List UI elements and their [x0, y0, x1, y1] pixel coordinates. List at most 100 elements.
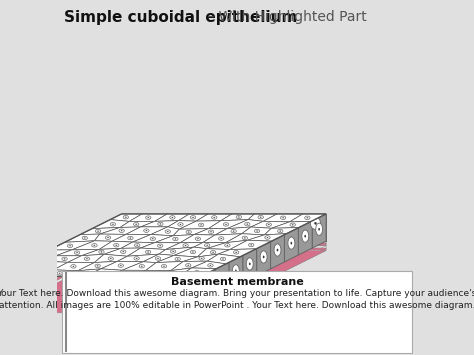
Polygon shape	[271, 235, 284, 269]
Ellipse shape	[219, 237, 224, 240]
Ellipse shape	[227, 245, 228, 246]
Polygon shape	[179, 221, 221, 229]
Ellipse shape	[95, 229, 101, 233]
Ellipse shape	[62, 257, 67, 261]
Ellipse shape	[146, 250, 151, 254]
Ellipse shape	[57, 272, 63, 275]
Ellipse shape	[194, 271, 200, 274]
Polygon shape	[256, 242, 271, 276]
Ellipse shape	[199, 257, 204, 260]
Polygon shape	[121, 214, 144, 241]
Polygon shape	[94, 234, 126, 241]
Ellipse shape	[157, 244, 163, 247]
Polygon shape	[72, 241, 112, 250]
Polygon shape	[272, 222, 311, 228]
Ellipse shape	[134, 223, 139, 226]
Ellipse shape	[135, 244, 140, 247]
Ellipse shape	[137, 245, 138, 246]
Ellipse shape	[70, 245, 71, 246]
Ellipse shape	[108, 257, 113, 260]
Ellipse shape	[80, 271, 85, 275]
Ellipse shape	[155, 222, 157, 224]
Polygon shape	[121, 242, 155, 248]
Polygon shape	[41, 270, 78, 276]
Polygon shape	[194, 242, 226, 248]
Ellipse shape	[53, 252, 54, 253]
Ellipse shape	[172, 217, 173, 218]
Polygon shape	[201, 248, 326, 313]
Polygon shape	[235, 214, 258, 241]
Ellipse shape	[82, 236, 88, 240]
Ellipse shape	[208, 284, 209, 286]
Ellipse shape	[128, 217, 139, 229]
Ellipse shape	[49, 264, 54, 268]
Ellipse shape	[151, 273, 152, 274]
Ellipse shape	[136, 258, 137, 259]
Ellipse shape	[175, 257, 181, 261]
Ellipse shape	[207, 245, 208, 246]
Ellipse shape	[234, 251, 239, 254]
Polygon shape	[173, 229, 209, 236]
Polygon shape	[209, 220, 248, 229]
Polygon shape	[247, 234, 287, 241]
Ellipse shape	[274, 244, 281, 256]
Ellipse shape	[186, 230, 191, 234]
Polygon shape	[137, 271, 171, 276]
Polygon shape	[0, 248, 326, 311]
Polygon shape	[183, 254, 219, 261]
Polygon shape	[117, 254, 159, 262]
Ellipse shape	[224, 222, 226, 224]
Ellipse shape	[59, 273, 60, 274]
Polygon shape	[122, 262, 156, 271]
Ellipse shape	[73, 266, 74, 267]
Ellipse shape	[231, 229, 237, 233]
Ellipse shape	[281, 216, 286, 219]
Ellipse shape	[180, 224, 181, 225]
Ellipse shape	[268, 224, 269, 225]
Ellipse shape	[158, 222, 163, 226]
Polygon shape	[190, 214, 212, 241]
Polygon shape	[179, 268, 217, 276]
Polygon shape	[133, 235, 173, 243]
Ellipse shape	[246, 222, 248, 224]
Ellipse shape	[114, 244, 119, 247]
Ellipse shape	[84, 257, 90, 261]
Polygon shape	[153, 268, 191, 276]
Polygon shape	[141, 243, 180, 250]
Ellipse shape	[242, 236, 247, 240]
Polygon shape	[121, 244, 326, 246]
Ellipse shape	[307, 217, 308, 218]
Polygon shape	[303, 214, 326, 241]
Polygon shape	[64, 234, 100, 242]
Ellipse shape	[221, 238, 222, 239]
Ellipse shape	[40, 257, 46, 261]
Ellipse shape	[165, 230, 171, 233]
Ellipse shape	[30, 265, 31, 266]
Polygon shape	[229, 256, 243, 290]
Polygon shape	[227, 220, 263, 229]
Polygon shape	[203, 234, 242, 243]
Ellipse shape	[319, 228, 320, 230]
Ellipse shape	[204, 244, 210, 247]
Polygon shape	[151, 227, 179, 236]
Ellipse shape	[110, 258, 111, 259]
Ellipse shape	[222, 259, 224, 260]
Ellipse shape	[11, 271, 17, 274]
Ellipse shape	[119, 229, 124, 233]
Polygon shape	[78, 261, 117, 271]
Polygon shape	[0, 246, 326, 308]
Ellipse shape	[146, 216, 151, 219]
Ellipse shape	[27, 264, 33, 267]
Polygon shape	[155, 235, 194, 243]
Ellipse shape	[196, 272, 198, 273]
Ellipse shape	[110, 223, 116, 226]
Ellipse shape	[210, 251, 216, 254]
Ellipse shape	[148, 217, 149, 218]
Polygon shape	[226, 234, 264, 243]
Polygon shape	[141, 220, 179, 227]
Polygon shape	[0, 244, 326, 306]
Polygon shape	[68, 254, 104, 262]
Ellipse shape	[51, 266, 52, 267]
Ellipse shape	[74, 251, 80, 255]
Ellipse shape	[123, 251, 124, 252]
